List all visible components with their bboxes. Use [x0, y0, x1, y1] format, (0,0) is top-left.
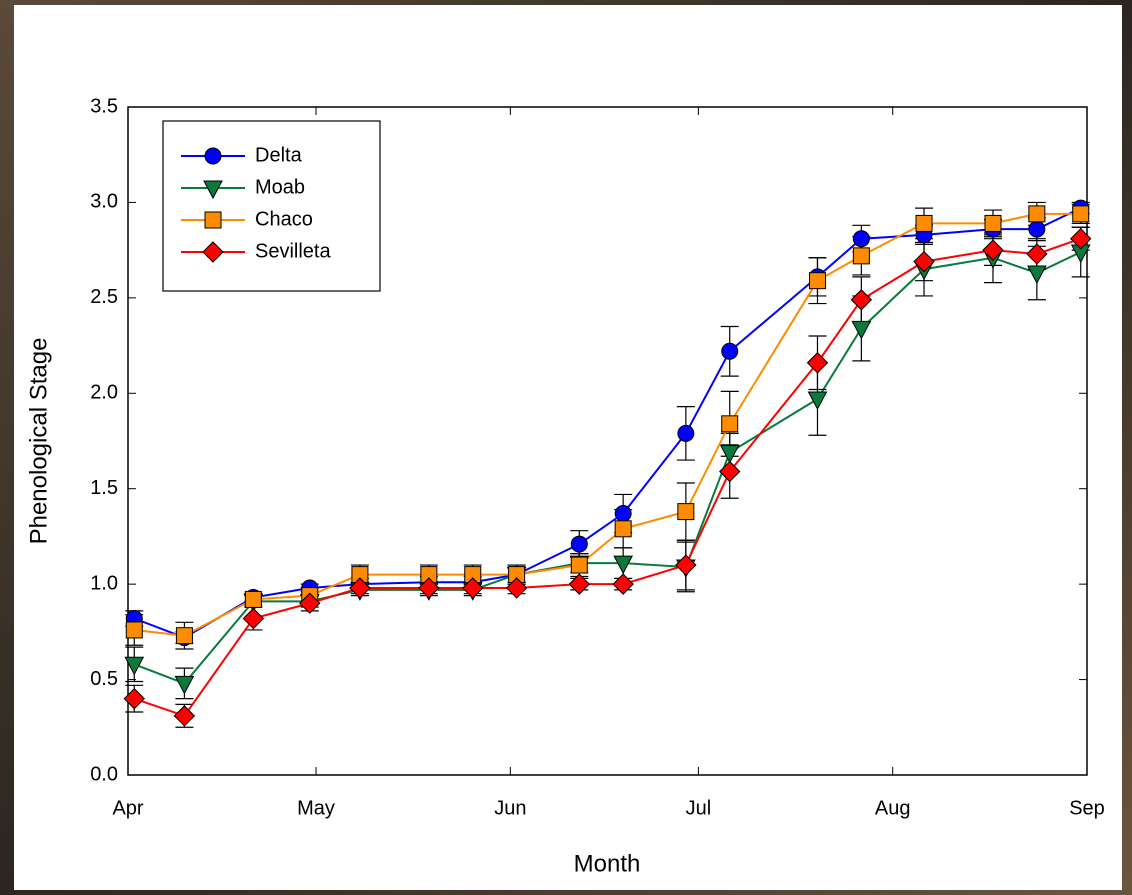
marker	[349, 577, 371, 599]
y-tick-label: 1.5	[90, 477, 118, 499]
x-tick-label: Jun	[494, 797, 526, 819]
marker	[808, 272, 826, 290]
marker	[125, 621, 143, 639]
y-tick-label: 3.5	[90, 95, 118, 117]
legend-label: Delta	[255, 144, 303, 166]
y-axis-title: Phenological Stage	[25, 338, 52, 545]
marker	[299, 592, 321, 614]
marker	[123, 687, 145, 710]
marker	[1028, 205, 1046, 223]
legend-label: Moab	[255, 176, 305, 198]
marker	[613, 555, 634, 575]
y-tick-label: 1.0	[90, 572, 118, 594]
marker	[244, 590, 262, 608]
y-tick-label: 3.0	[90, 191, 118, 213]
marker	[677, 503, 695, 521]
legend-box	[162, 120, 381, 292]
marker	[721, 342, 739, 360]
series-line	[134, 212, 1081, 637]
marker	[1027, 265, 1047, 285]
series-line	[133, 207, 1082, 639]
marker	[204, 211, 222, 229]
marker	[568, 573, 591, 595]
marker	[721, 415, 739, 433]
marker	[852, 230, 870, 248]
y-tick-label: 0.0	[90, 763, 118, 785]
y-tick-label: 2.5	[90, 286, 118, 308]
marker	[174, 675, 195, 695]
marker	[570, 556, 588, 574]
marker	[614, 505, 632, 523]
marker	[806, 352, 829, 374]
marker	[1026, 243, 1048, 265]
marker	[719, 460, 741, 483]
marker	[915, 214, 933, 232]
marker	[984, 214, 1002, 232]
x-axis-title: Month	[574, 850, 641, 877]
marker	[677, 424, 695, 442]
x-tick-label: Sep	[1069, 797, 1105, 819]
x-tick-label: Jul	[686, 797, 712, 819]
marker	[807, 391, 828, 411]
legend-label: Sevilleta	[255, 240, 331, 262]
marker	[204, 147, 222, 165]
x-tick-label: Apr	[112, 797, 143, 819]
marker	[175, 627, 193, 645]
marker	[913, 250, 935, 273]
marker	[851, 320, 872, 340]
marker	[462, 577, 484, 599]
marker	[614, 520, 632, 538]
marker	[124, 656, 145, 676]
marker	[242, 607, 265, 630]
series-line	[133, 237, 1082, 718]
y-tick-label: 2.0	[90, 382, 118, 404]
plot-frame	[127, 106, 1088, 776]
marker	[719, 444, 740, 464]
y-tick-label: 0.5	[90, 668, 118, 690]
marker	[1028, 220, 1046, 238]
marker	[1070, 227, 1092, 250]
marker	[202, 241, 224, 263]
marker	[1072, 205, 1090, 223]
x-tick-label: May	[297, 797, 335, 819]
marker	[173, 705, 196, 727]
marker	[570, 535, 588, 553]
marker	[612, 573, 634, 595]
marker	[852, 247, 870, 265]
marker	[505, 577, 528, 599]
marker	[982, 239, 1004, 261]
series-line	[133, 251, 1082, 685]
marker	[675, 554, 697, 576]
legend-label: Chaco	[255, 208, 313, 230]
marker	[418, 577, 440, 599]
marker	[850, 289, 873, 311]
marker	[203, 180, 223, 200]
x-tick-label: Aug	[875, 797, 911, 819]
